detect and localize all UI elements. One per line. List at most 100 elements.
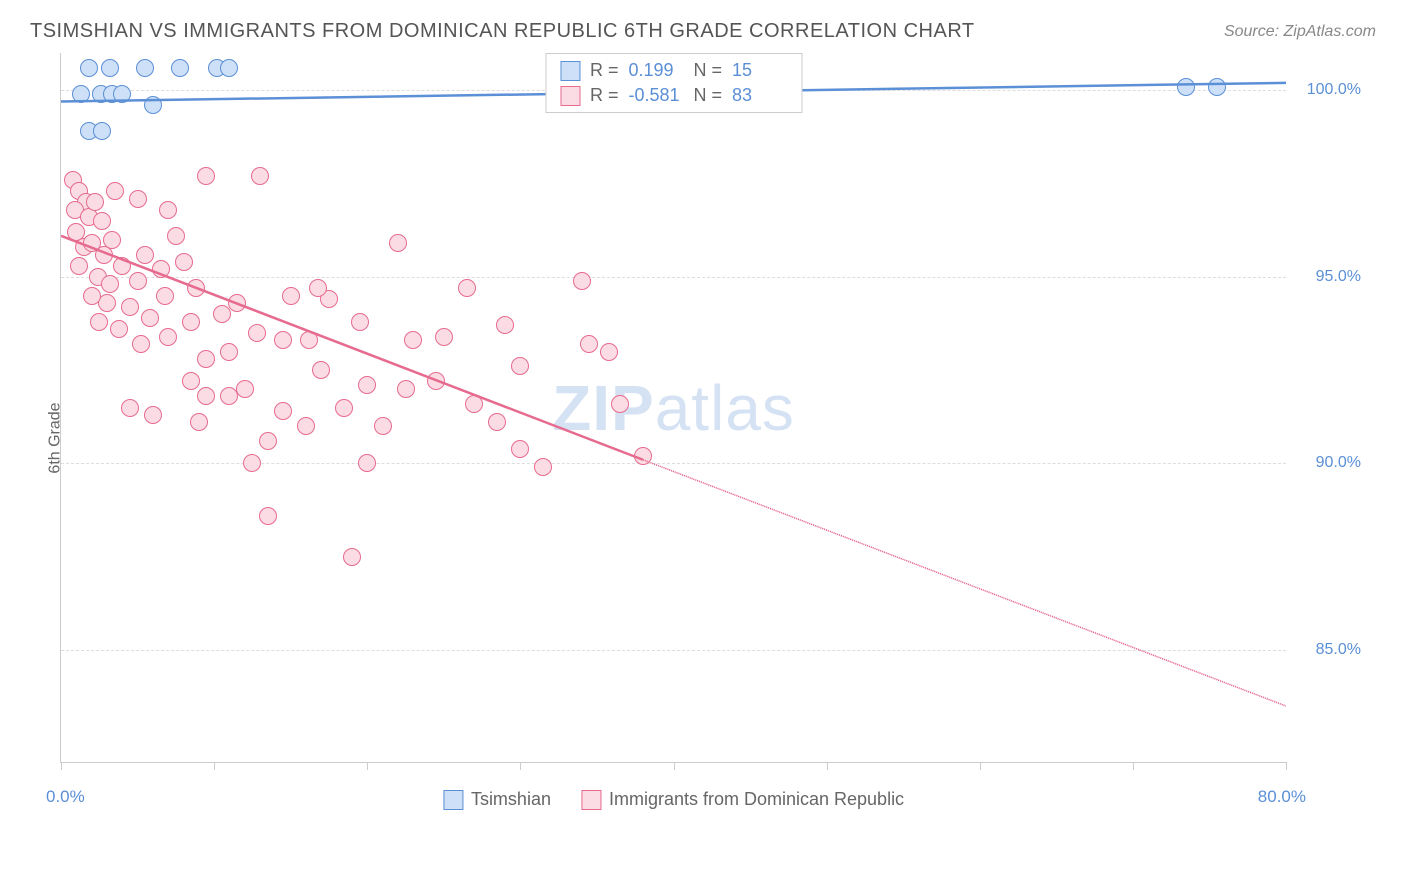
scatter-point: [274, 331, 292, 349]
scatter-point: [228, 294, 246, 312]
scatter-point: [197, 167, 215, 185]
scatter-point: [136, 246, 154, 264]
scatter-point: [101, 275, 119, 293]
scatter-point: [300, 331, 318, 349]
scatter-point: [187, 279, 205, 297]
scatter-point: [274, 402, 292, 420]
scatter-point: [167, 227, 185, 245]
scatter-point: [182, 313, 200, 331]
scatter-point: [113, 257, 131, 275]
x-tick: [61, 762, 62, 770]
scatter-point: [141, 309, 159, 327]
series-legend: Tsimshian Immigrants from Dominican Repub…: [443, 789, 904, 810]
scatter-point: [297, 417, 315, 435]
scatter-point: [144, 96, 162, 114]
x-tick: [980, 762, 981, 770]
scatter-point: [121, 298, 139, 316]
chart-container: 6th Grade ZIPatlas R =0.199N =15R =-0.58…: [60, 53, 1376, 823]
gridline-h: [61, 277, 1286, 278]
scatter-point: [159, 328, 177, 346]
x-tick: [1286, 762, 1287, 770]
scatter-point: [397, 380, 415, 398]
x-tick: [674, 762, 675, 770]
scatter-point: [86, 193, 104, 211]
scatter-point: [427, 372, 445, 390]
scatter-point: [496, 316, 514, 334]
scatter-point: [374, 417, 392, 435]
scatter-point: [251, 167, 269, 185]
scatter-point: [1208, 78, 1226, 96]
legend-row: R =0.199N =15: [560, 58, 787, 83]
watermark: ZIPatlas: [552, 371, 795, 445]
scatter-point: [634, 447, 652, 465]
scatter-point: [458, 279, 476, 297]
scatter-point: [435, 328, 453, 346]
x-axis-max: 80.0%: [1258, 787, 1306, 807]
scatter-point: [358, 376, 376, 394]
scatter-point: [488, 413, 506, 431]
scatter-point: [534, 458, 552, 476]
scatter-point: [611, 395, 629, 413]
scatter-point: [343, 548, 361, 566]
scatter-point: [129, 190, 147, 208]
scatter-point: [580, 335, 598, 353]
scatter-point: [259, 507, 277, 525]
scatter-point: [72, 85, 90, 103]
scatter-point: [243, 454, 261, 472]
x-tick: [1133, 762, 1134, 770]
x-tick: [520, 762, 521, 770]
scatter-point: [389, 234, 407, 252]
scatter-point: [351, 313, 369, 331]
scatter-point: [83, 287, 101, 305]
scatter-point: [156, 287, 174, 305]
scatter-point: [600, 343, 618, 361]
scatter-point: [80, 59, 98, 77]
y-tick-label: 90.0%: [1316, 454, 1361, 472]
scatter-point: [1177, 78, 1195, 96]
y-tick-label: 100.0%: [1307, 81, 1361, 99]
scatter-point: [129, 272, 147, 290]
scatter-point: [159, 201, 177, 219]
scatter-point: [197, 350, 215, 368]
correlation-legend: R =0.199N =15R =-0.581N =83: [545, 53, 802, 113]
scatter-point: [213, 305, 231, 323]
gridline-h: [61, 650, 1286, 651]
chart-title: TSIMSHIAN VS IMMIGRANTS FROM DOMINICAN R…: [30, 20, 975, 43]
scatter-point: [98, 294, 116, 312]
scatter-point: [511, 440, 529, 458]
scatter-point: [93, 122, 111, 140]
scatter-point: [103, 231, 121, 249]
scatter-point: [259, 432, 277, 450]
scatter-point: [171, 59, 189, 77]
scatter-point: [93, 212, 111, 230]
scatter-point: [358, 454, 376, 472]
y-tick-label: 95.0%: [1316, 268, 1361, 286]
scatter-point: [282, 287, 300, 305]
scatter-point: [152, 260, 170, 278]
scatter-point: [136, 59, 154, 77]
scatter-point: [511, 357, 529, 375]
scatter-point: [404, 331, 422, 349]
scatter-point: [197, 387, 215, 405]
scatter-point: [132, 335, 150, 353]
legend-item: Immigrants from Dominican Republic: [581, 789, 904, 810]
scatter-point: [220, 59, 238, 77]
scatter-point: [113, 85, 131, 103]
scatter-point: [106, 182, 124, 200]
scatter-point: [121, 399, 139, 417]
legend-item: Tsimshian: [443, 789, 551, 810]
scatter-point: [220, 343, 238, 361]
x-tick: [214, 762, 215, 770]
y-tick-label: 85.0%: [1316, 641, 1361, 659]
scatter-point: [144, 406, 162, 424]
scatter-point: [110, 320, 128, 338]
scatter-point: [248, 324, 266, 342]
x-tick: [367, 762, 368, 770]
scatter-point: [236, 380, 254, 398]
scatter-point: [90, 313, 108, 331]
scatter-point: [573, 272, 591, 290]
scatter-point: [335, 399, 353, 417]
scatter-point: [101, 59, 119, 77]
scatter-point: [182, 372, 200, 390]
scatter-point: [175, 253, 193, 271]
